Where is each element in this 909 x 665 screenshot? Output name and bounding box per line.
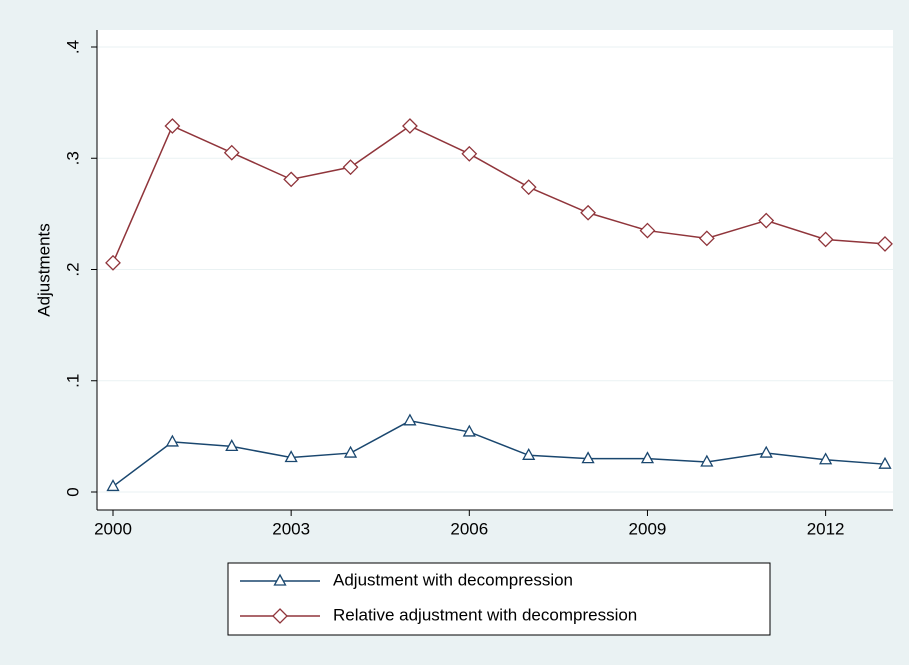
legend-label: Adjustment with decompression <box>333 570 573 589</box>
marker <box>580 204 596 221</box>
marker <box>283 171 300 188</box>
y-axis-label: Adjustments <box>34 223 53 317</box>
marker <box>581 451 595 464</box>
marker <box>698 230 715 247</box>
marker <box>759 445 773 458</box>
marker <box>522 447 536 460</box>
marker <box>106 479 120 492</box>
marker <box>877 235 893 252</box>
marker <box>223 144 240 161</box>
marker <box>342 159 359 176</box>
marker <box>164 118 181 134</box>
marker <box>225 439 239 452</box>
marker <box>819 452 833 465</box>
legend-label: Relative adjustment with decompression <box>333 605 637 624</box>
legend <box>227 562 771 636</box>
marker <box>461 145 478 162</box>
marker <box>462 424 476 437</box>
y-tick-label: .4 <box>63 40 82 54</box>
marker <box>817 231 834 248</box>
marker <box>165 434 179 447</box>
marker <box>520 179 537 196</box>
marker <box>105 254 121 271</box>
y-tick-label: 0 <box>63 487 82 496</box>
marker <box>640 451 655 464</box>
y-tick-label: .2 <box>63 262 82 276</box>
marker <box>639 222 656 239</box>
marker <box>758 212 775 229</box>
marker <box>700 454 714 467</box>
x-tick-label: 2003 <box>272 519 310 538</box>
marker <box>343 445 358 458</box>
x-tick-label: 2009 <box>629 519 667 538</box>
legend-marker <box>273 573 287 586</box>
marker <box>878 456 892 469</box>
legend-marker <box>272 608 288 624</box>
x-tick-label: 2012 <box>807 519 845 538</box>
y-tick-label: .3 <box>63 151 82 165</box>
x-tick-label: 2000 <box>94 519 132 538</box>
marker <box>403 413 417 426</box>
series-line <box>112 124 886 264</box>
x-tick-label: 2006 <box>450 519 488 538</box>
marker <box>284 450 298 463</box>
marker <box>402 118 418 134</box>
series-line <box>112 420 886 488</box>
y-tick-label: .1 <box>63 374 82 388</box>
